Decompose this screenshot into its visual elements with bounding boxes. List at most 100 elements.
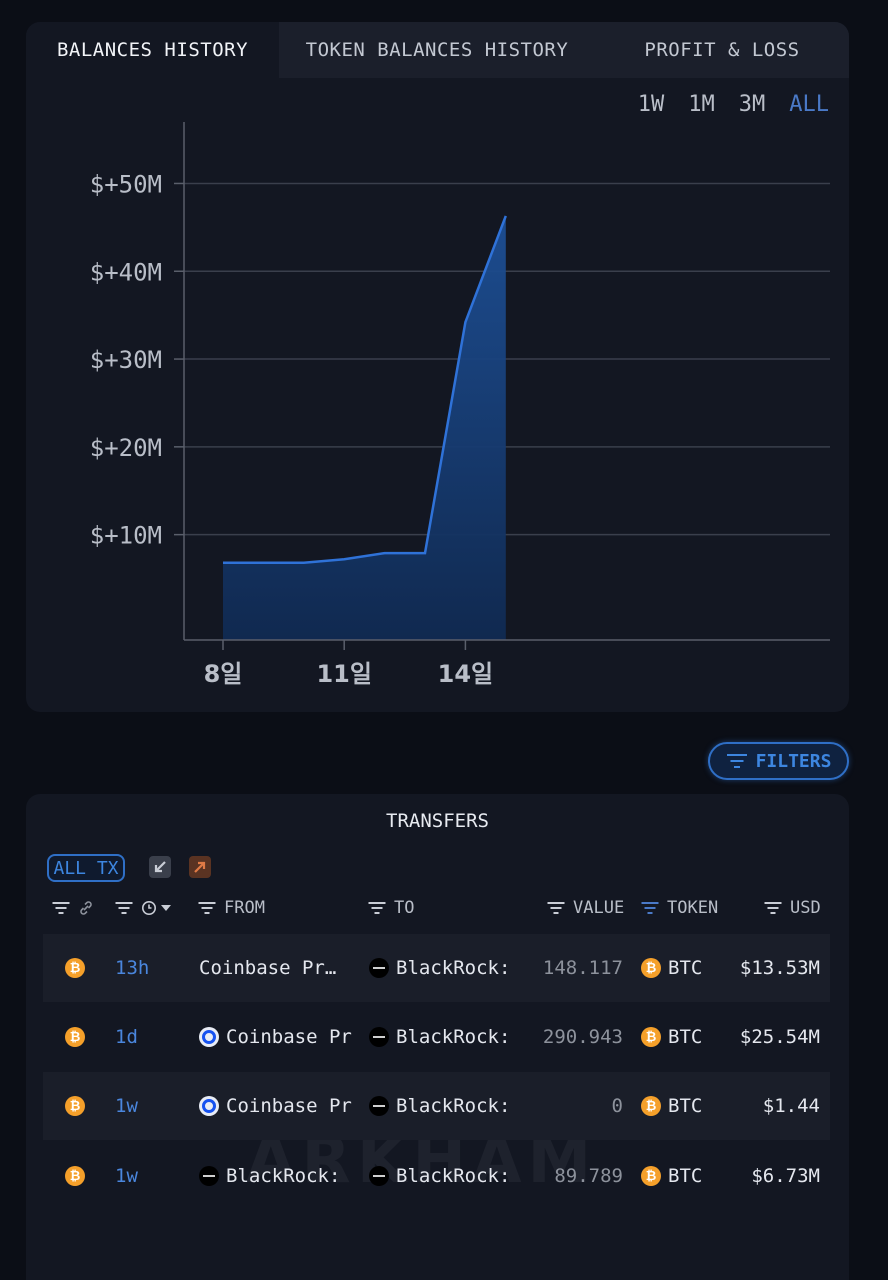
balances-chart-panel: BALANCES HISTORY TOKEN BALANCES HISTORY … — [26, 22, 849, 712]
range-1m[interactable]: 1M — [688, 92, 715, 117]
table-row[interactable]: ₿ 1d Coinbase Pr BlackRock: 290.943 ₿ BT… — [43, 1003, 830, 1071]
filter-icon — [547, 902, 565, 914]
value-cell: 148.117 — [542, 957, 623, 979]
y-tick-label: $+10M — [90, 522, 162, 550]
blackrock-icon — [199, 1166, 219, 1186]
arrow-in-icon — [154, 861, 166, 873]
bitcoin-icon: ₿ — [65, 1166, 85, 1186]
from-entity-label: Coinbase Pr — [226, 1026, 352, 1048]
table-row[interactable]: ₿ 1w BlackRock: BlackRock: 89.789 ₿ BTC … — [43, 1142, 830, 1210]
time-cell[interactable]: 1w — [115, 1095, 138, 1117]
blackrock-icon — [369, 1027, 389, 1047]
tab-balances-history[interactable]: BALANCES HISTORY — [26, 22, 279, 78]
balance-area-chart: $+10M $+20M $+30M $+40M $+50M 8일 11일 14일 — [90, 122, 830, 688]
to-cell[interactable]: BlackRock: — [369, 1003, 519, 1071]
table-row[interactable]: ₿ 13h Coinbase Pr… BlackRock: 148.117 ₿ … — [43, 934, 830, 1002]
header-time[interactable] — [115, 894, 171, 922]
header-to-label: TO — [394, 898, 415, 918]
caret-down-icon — [161, 905, 171, 911]
transfers-panel: ARKHAM TRANSFERS ALL TX — [26, 794, 849, 1280]
from-cell[interactable]: Coinbase Pr — [199, 1072, 359, 1140]
time-cell[interactable]: 13h — [115, 957, 150, 979]
token-cell[interactable]: ₿ BTC — [641, 1072, 702, 1140]
token-label: BTC — [668, 1165, 703, 1187]
filter-icon — [52, 902, 70, 914]
from-cell[interactable]: Coinbase Pr… — [199, 934, 359, 1002]
chain-cell: ₿ — [65, 1072, 85, 1140]
outgoing-filter-button[interactable] — [189, 856, 211, 878]
chart-tabs: BALANCES HISTORY TOKEN BALANCES HISTORY … — [26, 22, 849, 78]
filter-icon — [198, 902, 216, 914]
coinbase-icon — [199, 1027, 219, 1047]
usd-cell: $6.73M — [751, 1165, 820, 1187]
bitcoin-icon: ₿ — [65, 958, 85, 978]
bitcoin-icon: ₿ — [641, 958, 661, 978]
value-cell: 0 — [611, 1095, 623, 1117]
y-tick-label: $+40M — [90, 258, 162, 286]
to-cell[interactable]: BlackRock: — [369, 1072, 519, 1140]
filters-label: FILTERS — [755, 750, 832, 772]
to-entity-label: BlackRock: — [396, 957, 511, 979]
table-row[interactable]: ₿ 1w Coinbase Pr BlackRock: 0 ₿ BTC $1.4… — [43, 1072, 830, 1140]
tab-profit-loss[interactable]: PROFIT & LOSS — [595, 22, 849, 78]
filter-icon — [641, 902, 659, 914]
from-entity-label: Coinbase Pr… — [199, 957, 337, 979]
from-entity-label: Coinbase Pr — [226, 1095, 352, 1117]
all-tx-filter[interactable]: ALL TX — [47, 854, 125, 882]
x-tick-label: 14일 — [438, 660, 493, 688]
to-cell[interactable]: BlackRock: — [369, 1142, 519, 1210]
bitcoin-icon: ₿ — [641, 1027, 661, 1047]
balance-line — [223, 215, 507, 564]
header-token[interactable]: TOKEN — [641, 894, 718, 922]
time-cell[interactable]: 1w — [115, 1165, 138, 1187]
filter-icon — [368, 902, 386, 914]
usd-cell: $1.44 — [762, 1095, 820, 1117]
blackrock-icon — [369, 1166, 389, 1186]
y-tick-label: $+30M — [90, 346, 162, 374]
time-cell[interactable]: 1d — [115, 1026, 138, 1048]
chain-cell: ₿ — [65, 1003, 85, 1071]
filters-button[interactable]: FILTERS — [708, 742, 849, 780]
usd-cell: $25.54M — [739, 1026, 820, 1048]
link-icon — [80, 901, 92, 915]
range-1w[interactable]: 1W — [637, 92, 665, 117]
y-tick-label: $+50M — [90, 170, 162, 198]
token-label: BTC — [668, 1095, 703, 1117]
range-3m[interactable]: 3M — [738, 92, 766, 117]
coinbase-icon — [199, 1096, 219, 1116]
to-entity-label: BlackRock: — [396, 1095, 511, 1117]
incoming-filter-button[interactable] — [149, 856, 171, 878]
bitcoin-icon: ₿ — [641, 1166, 661, 1186]
tab-token-balances-history[interactable]: TOKEN BALANCES HISTORY — [279, 22, 595, 78]
range-all[interactable]: ALL — [789, 92, 829, 117]
token-cell[interactable]: ₿ BTC — [641, 934, 702, 1002]
header-usd-label: USD — [790, 898, 821, 918]
to-entity-label: BlackRock: — [396, 1026, 511, 1048]
filter-icon — [764, 902, 782, 914]
from-entity-label: BlackRock: — [226, 1165, 341, 1187]
from-cell[interactable]: BlackRock: — [199, 1142, 359, 1210]
to-entity-label: BlackRock: — [396, 1165, 511, 1187]
x-tick-label: 8일 — [204, 660, 243, 688]
header-chain[interactable] — [52, 894, 94, 922]
transfers-header-row: FROM TO VALUE TOKEN USD — [26, 894, 849, 922]
token-cell[interactable]: ₿ BTC — [641, 1003, 702, 1071]
from-cell[interactable]: Coinbase Pr — [199, 1003, 359, 1071]
chain-cell: ₿ — [65, 1142, 85, 1210]
y-tick-label: $+20M — [90, 434, 162, 462]
time-range-selector: 1W 1M 3M ALL — [638, 92, 829, 117]
balance-area-fill — [223, 215, 506, 640]
header-from[interactable]: FROM — [198, 894, 265, 922]
clock-icon — [142, 901, 156, 915]
bitcoin-icon: ₿ — [641, 1096, 661, 1116]
header-to[interactable]: TO — [368, 894, 414, 922]
token-cell[interactable]: ₿ BTC — [641, 1142, 702, 1210]
header-value[interactable]: VALUE — [547, 894, 624, 922]
bitcoin-icon: ₿ — [65, 1096, 85, 1116]
filter-icon — [115, 902, 133, 914]
header-usd[interactable]: USD — [764, 894, 821, 922]
chain-cell: ₿ — [65, 934, 85, 1002]
bitcoin-icon: ₿ — [65, 1027, 85, 1047]
header-token-label: TOKEN — [667, 898, 719, 918]
to-cell[interactable]: BlackRock: — [369, 934, 519, 1002]
